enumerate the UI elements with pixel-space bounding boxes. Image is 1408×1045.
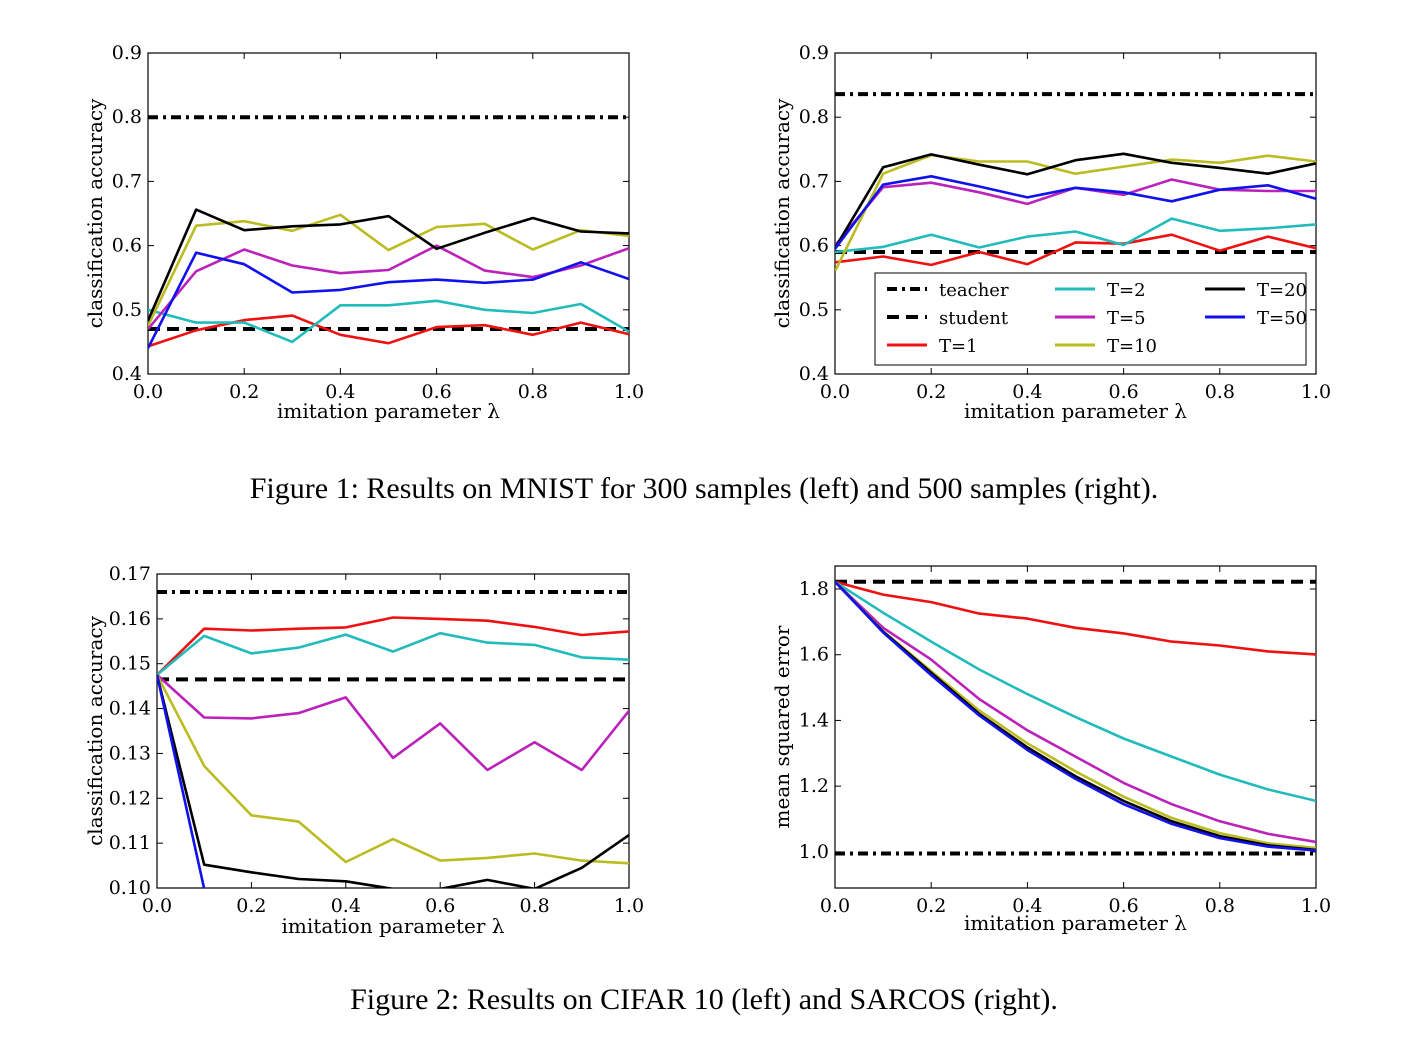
series-line-t-1 bbox=[835, 233, 1316, 267]
chart-sarcos: 0.0 0.2 0.4 0.6 0.8 1.0 1.0 1.2 1.4 1.6 1.8 imitati… bbox=[770, 565, 1331, 935]
y-tick-label: 0.8 bbox=[112, 106, 142, 128]
y-tick-label: 1.8 bbox=[799, 578, 829, 600]
legend-label-t-5: T=5 bbox=[1107, 308, 1146, 329]
plot-area bbox=[156, 573, 630, 889]
y-tick-label: 0.12 bbox=[109, 787, 151, 809]
series-line-t-20 bbox=[148, 208, 629, 322]
series-line-t-10 bbox=[157, 674, 629, 865]
x-tick-label: 0.6 bbox=[425, 895, 455, 917]
chart-mnist-500: 0.0 0.2 0.4 0.6 0.8 1.0 0.4 0.5 0.6 0.7 0.8 0.9 imit… bbox=[770, 42, 1331, 423]
y-tick-label: 0.4 bbox=[112, 363, 142, 385]
x-tick-label: 0.2 bbox=[916, 895, 946, 917]
x-tick-label: 0.0 bbox=[142, 895, 172, 917]
x-tick-label: 0.8 bbox=[518, 381, 548, 403]
y-tick-label: 0.14 bbox=[109, 698, 151, 720]
y-axis-label: mean squared error bbox=[770, 625, 794, 828]
y-tick-label: 0.7 bbox=[799, 170, 829, 192]
plot-area bbox=[147, 52, 630, 375]
y-tick-label: 0.4 bbox=[799, 363, 829, 385]
y-tick-label: 1.0 bbox=[799, 841, 829, 863]
y-tick-label: 0.5 bbox=[112, 299, 142, 321]
legend-label-t-1: T=1 bbox=[939, 336, 978, 357]
y-tick-label: 0.6 bbox=[799, 235, 829, 257]
x-tick-label: 0.8 bbox=[1205, 381, 1235, 403]
series-line-t-50 bbox=[148, 251, 629, 349]
series-line-t-10 bbox=[835, 153, 1316, 272]
y-tick-label: 0.6 bbox=[112, 235, 142, 257]
y-tick-label: 0.16 bbox=[109, 608, 151, 630]
y-axis-label: classification accuracy bbox=[83, 98, 107, 329]
legend-label-t-10: T=10 bbox=[1107, 336, 1157, 357]
y-tick-label: 0.9 bbox=[112, 42, 142, 64]
y-tick-label: 1.6 bbox=[799, 644, 829, 666]
x-tick-label: 0.2 bbox=[916, 381, 946, 403]
plot-lines bbox=[157, 589, 629, 888]
y-tick-label: 0.13 bbox=[109, 742, 151, 764]
series-line-t-2 bbox=[157, 631, 629, 676]
x-axis-label: imitation parameter λ bbox=[964, 911, 1187, 935]
series-line-t-20 bbox=[157, 674, 629, 888]
plot-lines bbox=[835, 92, 1316, 272]
y-tick-label: 0.5 bbox=[799, 299, 829, 321]
y-tick-label: 1.4 bbox=[799, 709, 829, 731]
y-tick-label: 0.7 bbox=[112, 170, 142, 192]
plot-lines bbox=[148, 115, 629, 349]
figure-1-caption: Figure 1: Results on MNIST for 300 sampl… bbox=[249, 472, 1159, 505]
series-line-t-1 bbox=[157, 616, 629, 676]
legend-label-t-2: T=2 bbox=[1107, 280, 1146, 301]
x-tick-label: 0.8 bbox=[1205, 895, 1235, 917]
x-tick-label: 0.0 bbox=[820, 381, 850, 403]
series-line-t-20 bbox=[835, 152, 1316, 249]
series-line-t-2 bbox=[835, 580, 1316, 803]
series-line-t-50 bbox=[835, 175, 1316, 250]
x-axis-label: imitation parameter λ bbox=[964, 399, 1187, 423]
x-tick-label: 1.0 bbox=[614, 895, 644, 917]
x-tick-label: 1.0 bbox=[1301, 895, 1331, 917]
legend-label-t-20: T=20 bbox=[1257, 280, 1307, 301]
chart-cifar10: 0.0 0.2 0.4 0.6 0.8 1.0 0.10 0.11 0.12 0.13 0.14 0.… bbox=[83, 563, 644, 938]
series-line-t-5 bbox=[835, 580, 1316, 844]
x-axis-label: imitation parameter λ bbox=[277, 399, 500, 423]
y-tick-label: 0.8 bbox=[799, 106, 829, 128]
series-line-t-2 bbox=[835, 217, 1316, 254]
x-tick-label: 0.2 bbox=[229, 381, 259, 403]
x-axis-label: imitation parameter λ bbox=[282, 914, 505, 938]
x-tick-label: 0.2 bbox=[236, 895, 266, 917]
series-line-t-2 bbox=[148, 299, 629, 344]
x-tick-label: 0.4 bbox=[331, 895, 361, 917]
x-tick-label: 0.6 bbox=[421, 381, 451, 403]
legend-label-teacher: teacher bbox=[939, 280, 1009, 301]
x-tick-label: 0.8 bbox=[519, 895, 549, 917]
figure-2-caption: Figure 2: Results on CIFAR 10 (left) and… bbox=[350, 983, 1058, 1016]
plot-lines bbox=[835, 579, 1316, 856]
plot-area bbox=[834, 565, 1317, 889]
x-tick-label: 0.0 bbox=[133, 381, 163, 403]
y-tick-label: 0.17 bbox=[109, 563, 151, 585]
series-line-t-50 bbox=[835, 580, 1316, 852]
chart-mnist-300: 0.0 0.2 0.4 0.6 0.8 1.0 0.4 0.5 0.6 0.7 0.8 0.9 imit… bbox=[83, 42, 644, 423]
y-tick-label: 0.10 bbox=[109, 877, 151, 899]
x-tick-label: 0.4 bbox=[325, 381, 355, 403]
x-tick-label: 0.6 bbox=[1108, 895, 1138, 917]
y-axis-label: classification accuracy bbox=[770, 98, 794, 329]
y-axis-label: classification accuracy bbox=[83, 615, 107, 846]
legend-label-t-50: T=50 bbox=[1257, 308, 1307, 329]
series-line-t-1 bbox=[835, 580, 1316, 656]
legend-label-student: student bbox=[939, 308, 1009, 329]
x-tick-label: 1.0 bbox=[1301, 381, 1331, 403]
x-tick-label: 0.0 bbox=[820, 895, 850, 917]
y-tick-label: 0.11 bbox=[109, 832, 151, 854]
series-line-t-5 bbox=[157, 673, 629, 772]
x-tick-label: 1.0 bbox=[614, 381, 644, 403]
y-tick-label: 0.15 bbox=[109, 653, 151, 675]
y-tick-label: 0.9 bbox=[799, 42, 829, 64]
series-line-t-20 bbox=[835, 580, 1316, 852]
x-tick-label: 0.4 bbox=[1012, 381, 1042, 403]
x-tick-label: 0.6 bbox=[1108, 381, 1138, 403]
y-tick-label: 1.2 bbox=[799, 775, 829, 797]
x-tick-label: 0.4 bbox=[1012, 895, 1042, 917]
